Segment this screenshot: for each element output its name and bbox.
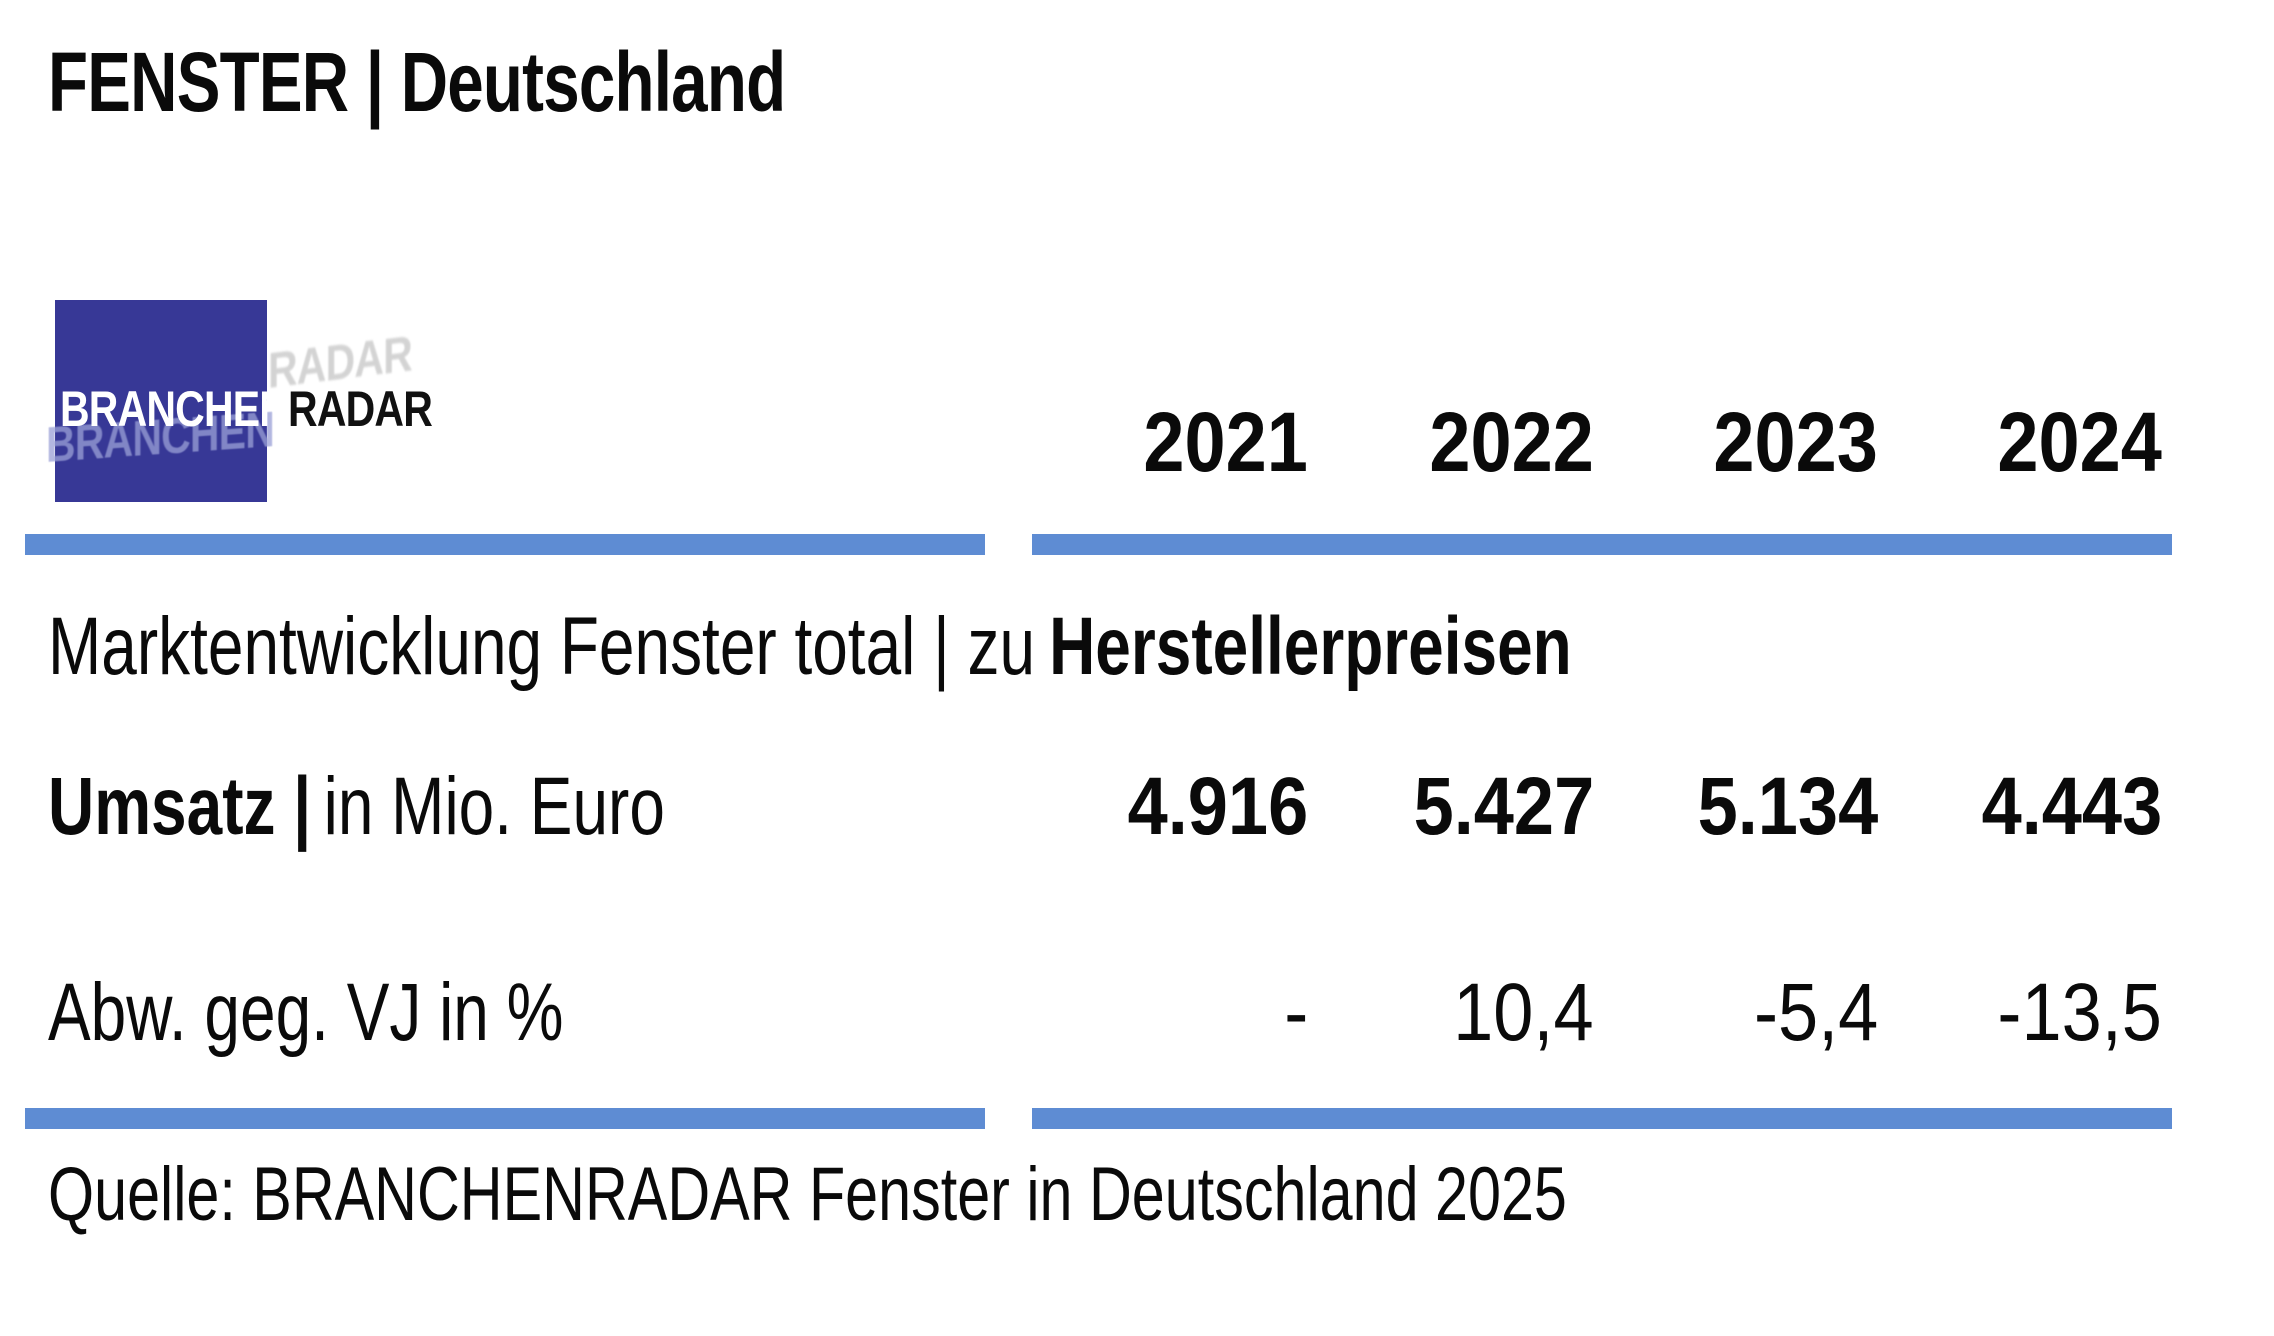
logo-text-branchen: BRANCHEN: [60, 381, 289, 437]
row-label-umsatz-unit: in Mio. Euro: [323, 761, 665, 852]
year-header-2023: 2023: [1713, 395, 1878, 489]
accent-bar-bottom-right: [1032, 1108, 2172, 1129]
logo-text-radar: RADAR: [288, 381, 433, 437]
row-label-abw: Abw. geg. VJ in %: [48, 972, 709, 1054]
accent-bar-top-left: [25, 534, 985, 555]
logo-wordmark: BRANCHENRADAR: [60, 381, 433, 437]
page-title: FENSTER | Deutschland: [48, 40, 993, 124]
cell-abw-2021: -: [1283, 967, 1308, 1058]
row-label-umsatz-bold: Umsatz |: [48, 761, 312, 852]
cell-abw-2024: -13,5: [1997, 967, 2162, 1058]
year-header-2022: 2022: [1429, 395, 1594, 489]
accent-bar-top-right: [1032, 534, 2172, 555]
source-note-text: Quelle: BRANCHENRADAR Fenster in Deutsch…: [48, 1152, 1567, 1237]
source-note: Quelle: BRANCHENRADAR Fenster in Deutsch…: [48, 1157, 1995, 1233]
logo-square: [55, 300, 267, 502]
section-title-bold: Herstellerpreisen: [1049, 601, 1572, 692]
page-title-text: FENSTER | Deutschland: [48, 35, 786, 129]
cell-umsatz-2023: 5.134: [1697, 761, 1878, 852]
cell-umsatz-2022: 5.427: [1413, 761, 1594, 852]
year-header-2021: 2021: [1143, 395, 1308, 489]
row-label-abw-text: Abw. geg. VJ in %: [48, 967, 564, 1058]
accent-bar-bottom-left: [25, 1108, 985, 1129]
section-title-regular: Marktentwicklung Fenster total | zu: [48, 601, 1036, 692]
section-title: Marktentwicklung Fenster total | zu Herst…: [48, 606, 2002, 688]
cell-abw-2023: -5,4: [1753, 967, 1878, 1058]
year-header-2024: 2024: [1997, 395, 2162, 489]
cell-abw-2022: 10,4: [1453, 967, 1594, 1058]
cell-umsatz-2021: 4.916: [1127, 761, 1308, 852]
row-label-umsatz: Umsatz | in Mio. Euro: [48, 766, 839, 848]
cell-umsatz-2024: 4.443: [1981, 761, 2162, 852]
